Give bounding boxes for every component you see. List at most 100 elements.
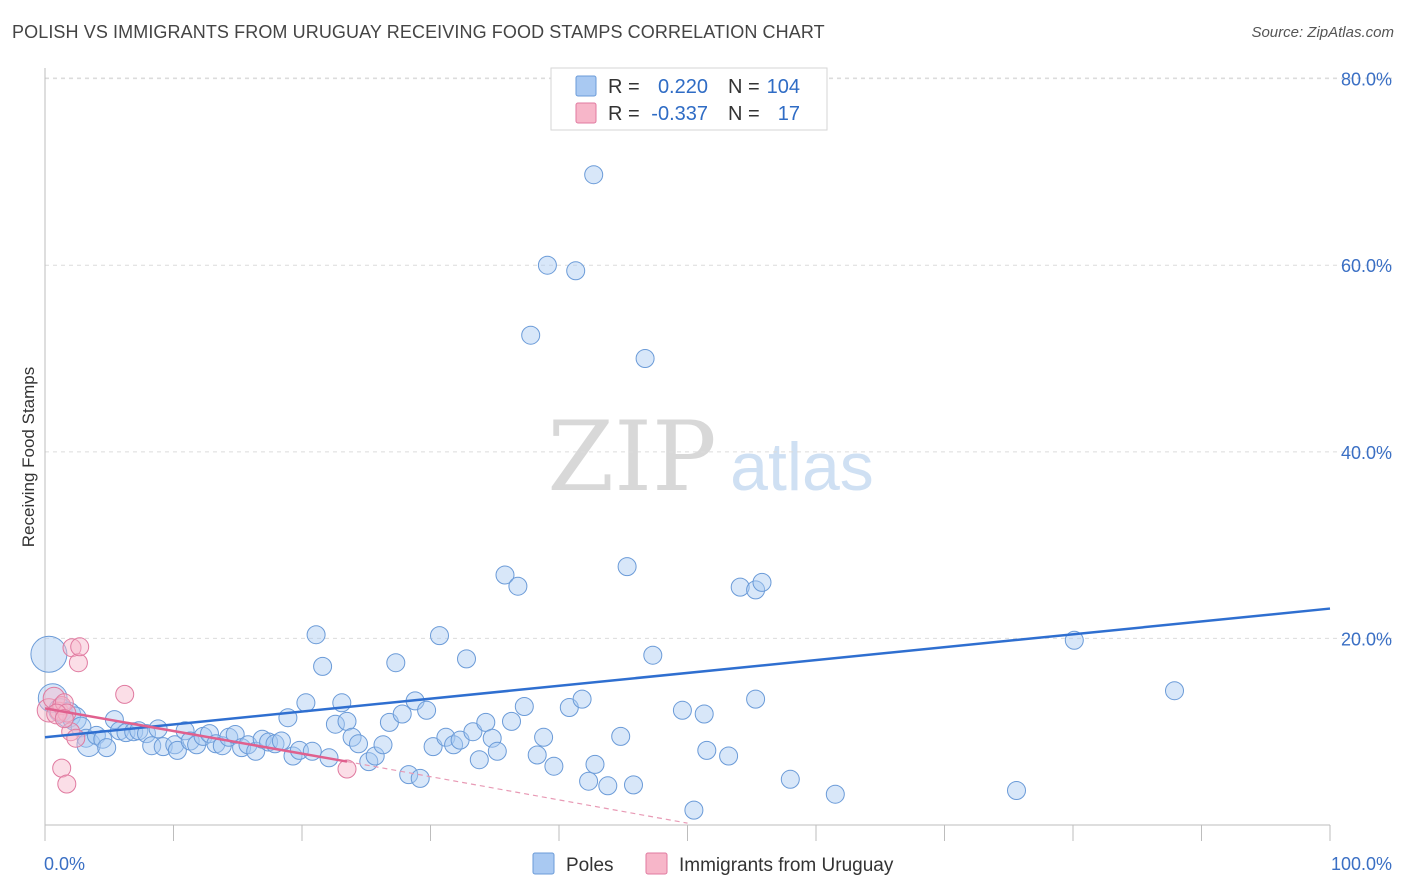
point-poles (423, 737, 443, 757)
x-tick-labels: 0.0% 100.0% (44, 854, 1392, 874)
point-uruguay (66, 728, 86, 748)
point-poles (672, 700, 692, 720)
point-poles (544, 756, 564, 776)
point-poles (1007, 781, 1026, 800)
series-legend: Poles Immigrants from Uruguay (532, 852, 894, 876)
point-poles (306, 625, 326, 645)
point-poles (313, 656, 333, 676)
bottom-legend-label-poles: Poles (566, 855, 614, 876)
y-tick-label: 60.0% (1341, 256, 1392, 276)
point-poles (180, 731, 200, 751)
watermark: ZIP atlas (547, 401, 873, 513)
point-poles (495, 565, 515, 585)
point-poles (463, 722, 483, 742)
legend-swatch-uruguay (575, 102, 597, 124)
point-poles (417, 700, 437, 720)
point-poles (534, 727, 554, 747)
point-poles (476, 712, 496, 732)
point-uruguay (68, 653, 88, 673)
point-poles (349, 734, 368, 754)
point-poles (684, 800, 704, 820)
point-poles (537, 255, 557, 275)
point-poles (780, 769, 800, 789)
point-poles (399, 765, 419, 785)
point-poles (598, 776, 618, 796)
point-uruguay (115, 684, 135, 704)
bottom-legend-swatch-poles (532, 852, 555, 875)
point-poles (296, 693, 316, 713)
point-poles (825, 784, 845, 804)
point-poles (694, 704, 714, 724)
point-poles (635, 349, 655, 368)
point-poles (386, 653, 406, 673)
point-poles (365, 746, 385, 766)
point-poles (746, 689, 766, 709)
correlation-legend: R = 0.220 N = 104 R = -0.337 N = 17 (550, 67, 828, 131)
chart-title: POLISH VS IMMIGRANTS FROM URUGUAY RECEIV… (12, 22, 825, 42)
point-poles (617, 557, 637, 577)
point-poles (584, 165, 604, 185)
point-uruguay (52, 758, 72, 778)
point-uruguay (70, 637, 90, 657)
point-poles (271, 731, 291, 751)
point-poles (527, 745, 547, 765)
bottom-legend-label-uruguay: Immigrants from Uruguay (679, 855, 894, 876)
bottom-legend-swatch-uruguay (645, 852, 668, 875)
trend-line-poles (44, 607, 1331, 739)
point-poles (487, 741, 507, 761)
point-poles (579, 771, 599, 791)
point-poles (502, 711, 521, 731)
point-poles (719, 746, 739, 766)
legend-r-value-poles: 0.220 (658, 76, 708, 98)
point-poles (730, 577, 750, 597)
data-points (30, 165, 1184, 820)
point-poles (1165, 681, 1184, 701)
point-poles (585, 754, 605, 774)
point-uruguay (337, 759, 357, 779)
x-tick-label-max: 100.0% (1331, 854, 1392, 874)
legend-r-value-uruguay: -0.337 (651, 103, 708, 125)
y-tick-label: 80.0% (1341, 70, 1392, 90)
point-poles (457, 649, 476, 669)
legend-n-label-uruguay: N = (728, 103, 760, 125)
watermark-zip: ZIP (547, 401, 716, 513)
point-poles (572, 689, 592, 709)
legend-r-label-poles: R = (608, 76, 640, 98)
gridlines (45, 77, 1392, 639)
point-poles (514, 697, 534, 716)
point-poles (373, 735, 393, 755)
point-poles (508, 576, 528, 596)
y-tick-label: 40.0% (1341, 443, 1392, 463)
legend-box (550, 67, 828, 131)
point-poles (167, 740, 187, 760)
point-poles (746, 580, 766, 600)
point-poles (97, 738, 117, 758)
legend-n-value-uruguay: 17 (778, 103, 800, 125)
point-poles (410, 768, 430, 788)
point-poles (436, 727, 456, 747)
legend-n-label-poles: N = (728, 76, 760, 98)
point-uruguay (57, 774, 77, 794)
legend-swatch-poles (575, 75, 597, 97)
point-poles (392, 704, 412, 724)
point-poles (611, 726, 631, 746)
point-poles (643, 645, 663, 665)
y-tick-label: 20.0% (1341, 629, 1392, 649)
point-poles (624, 775, 643, 795)
trend-extension-uruguay (346, 760, 688, 824)
watermark-atlas: atlas (730, 429, 874, 505)
point-uruguay (54, 709, 74, 729)
x-tick-label-min: 0.0% (44, 854, 85, 874)
source-label: Source: ZipAtlas.com (1251, 24, 1394, 41)
point-poles (697, 740, 717, 760)
point-poles (752, 572, 772, 592)
y-axis-title: Receiving Food Stamps (19, 367, 38, 547)
point-poles (469, 750, 489, 770)
trend-line-uruguay (44, 707, 348, 763)
point-poles (137, 724, 156, 744)
point-poles (566, 261, 586, 281)
legend-n-value-poles: 104 (767, 76, 800, 98)
point-poles (521, 325, 541, 345)
point-poles (30, 635, 68, 673)
